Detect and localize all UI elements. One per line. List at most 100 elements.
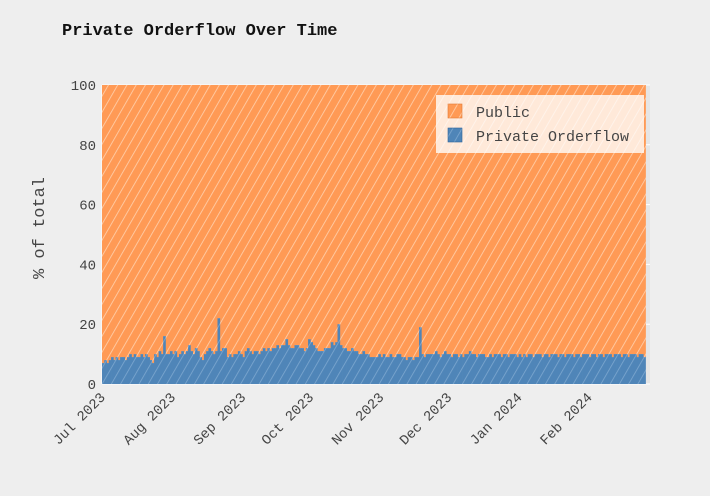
- bar-public: [360, 85, 363, 355]
- bar-public: [301, 85, 304, 349]
- bar-private-orderflow: [135, 357, 139, 384]
- bar-private-orderflow: [194, 348, 198, 384]
- bar-private-orderflow: [283, 345, 286, 384]
- bar-private-orderflow: [516, 357, 520, 384]
- bar-private-orderflow: [285, 339, 289, 384]
- bar-public: [482, 85, 486, 355]
- bar-public: [552, 85, 556, 355]
- bar-private-orderflow: [330, 342, 334, 384]
- bar-private-orderflow: [407, 357, 411, 384]
- bar-public: [419, 85, 422, 328]
- bar-public: [222, 85, 225, 349]
- bar-public: [625, 85, 628, 355]
- bar-public: [215, 85, 218, 352]
- bar-private-orderflow: [369, 357, 372, 384]
- bar-private-orderflow: [505, 354, 508, 384]
- bar-private-orderflow: [532, 357, 535, 384]
- bar-private-orderflow: [638, 354, 642, 384]
- bar-public: [274, 85, 277, 349]
- bar-private-orderflow: [201, 360, 205, 384]
- y-axis-title: % of total: [31, 177, 50, 279]
- bar-private-orderflow: [602, 357, 606, 384]
- bar-public: [423, 85, 427, 358]
- bar-private-orderflow: [493, 354, 497, 384]
- bar-public: [455, 85, 458, 355]
- bar-private-orderflow: [443, 351, 447, 384]
- bar-private-orderflow: [622, 354, 626, 384]
- bar-public: [600, 85, 603, 355]
- bar-public: [606, 85, 610, 355]
- bar-private-orderflow: [539, 354, 542, 384]
- bar-private-orderflow: [577, 354, 581, 384]
- bar-public: [414, 85, 418, 358]
- bar-private-orderflow: [414, 357, 418, 384]
- bar-private-orderflow: [548, 357, 551, 384]
- bar-public: [525, 85, 529, 358]
- bar-private-orderflow: [108, 360, 112, 384]
- bar-private-orderflow: [133, 354, 137, 384]
- legend-label-public: Public: [476, 105, 530, 122]
- bar-private-orderflow: [151, 363, 155, 384]
- bar-private-orderflow: [203, 354, 207, 384]
- bar-private-orderflow: [588, 357, 592, 384]
- bar-public: [339, 85, 343, 346]
- bar-private-orderflow: [609, 354, 612, 384]
- bar-public: [362, 85, 366, 352]
- bar-private-orderflow: [321, 351, 325, 384]
- bar-public: [262, 85, 266, 349]
- bar-public: [242, 85, 246, 358]
- bar-private-orderflow: [591, 354, 594, 384]
- bar-private-orderflow: [634, 354, 637, 384]
- bar-private-orderflow: [169, 351, 173, 384]
- bar-public: [409, 85, 413, 358]
- bar-public: [145, 85, 148, 355]
- bar-public: [534, 85, 538, 355]
- bar-public: [172, 85, 175, 355]
- bar-public: [389, 85, 393, 355]
- bar-private-orderflow: [604, 354, 608, 384]
- bar-public: [634, 85, 637, 355]
- bar-private-orderflow: [158, 351, 162, 384]
- bar-public: [545, 85, 549, 355]
- bar-public: [516, 85, 520, 358]
- bar-private-orderflow: [156, 357, 160, 384]
- bar-public: [165, 85, 169, 355]
- bar-public: [255, 85, 259, 352]
- bar-private-orderflow: [353, 351, 357, 384]
- bar-private-orderflow: [475, 357, 479, 384]
- bar-private-orderflow: [351, 348, 354, 384]
- bar-public: [595, 85, 599, 358]
- bar-private-orderflow: [529, 354, 533, 384]
- bar-private-orderflow: [611, 357, 615, 384]
- y-tick-label: 20: [79, 318, 96, 334]
- bar-public: [176, 85, 180, 358]
- bar-public: [570, 85, 574, 355]
- bar-public: [280, 85, 284, 346]
- bar-public: [507, 85, 511, 358]
- bar-private-orderflow: [425, 354, 429, 384]
- bar-private-orderflow: [554, 354, 558, 384]
- bar-public: [337, 85, 341, 325]
- bar-public: [539, 85, 542, 355]
- bar-private-orderflow: [339, 345, 343, 384]
- bar-public: [287, 85, 291, 346]
- bar-public: [199, 85, 203, 358]
- bar-private-orderflow: [355, 351, 359, 384]
- bar-private-orderflow: [631, 354, 635, 384]
- bar-private-orderflow: [570, 354, 574, 384]
- private-orderflow-bars: [102, 318, 646, 384]
- bar-private-orderflow: [296, 345, 300, 384]
- bar-private-orderflow: [344, 348, 347, 384]
- bar-public: [330, 85, 334, 343]
- bar-private-orderflow: [145, 354, 148, 384]
- bar-public: [636, 85, 640, 358]
- bar-public: [536, 85, 540, 355]
- bar-private-orderflow: [199, 357, 203, 384]
- bar-public: [475, 85, 479, 358]
- bar-public: [231, 85, 234, 358]
- bar-public: [586, 85, 590, 355]
- bar-public: [496, 85, 499, 355]
- bar-private-orderflow: [489, 354, 492, 384]
- bar-public: [346, 85, 350, 352]
- bar-private-orderflow: [382, 354, 386, 384]
